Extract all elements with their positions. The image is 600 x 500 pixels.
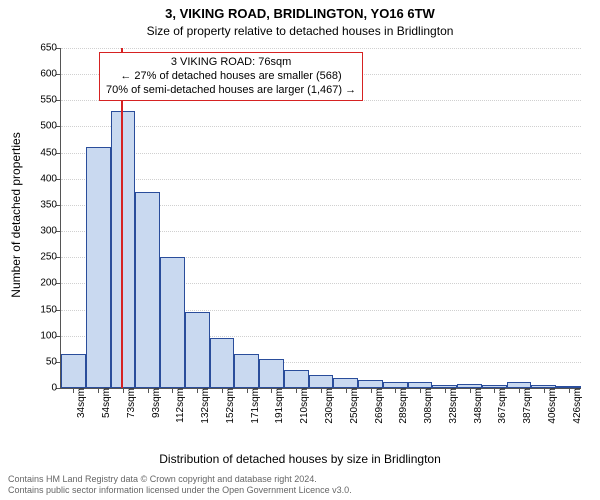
histogram-bar	[333, 378, 358, 388]
x-tick-mark	[544, 388, 545, 393]
x-tick-mark	[445, 388, 446, 393]
x-tick-label: 426sqm	[571, 388, 583, 424]
x-tick-label: 73sqm	[125, 388, 137, 418]
x-tick-mark	[519, 388, 520, 393]
x-tick-label: 406sqm	[546, 388, 558, 424]
x-tick-label: 387sqm	[521, 388, 533, 424]
annotation-line1: 3 VIKING ROAD: 76sqm	[106, 56, 356, 70]
x-tick-label: 250sqm	[348, 388, 360, 424]
x-tick-label: 191sqm	[273, 388, 285, 424]
x-tick-label: 367sqm	[496, 388, 508, 424]
footer-line2: Contains public sector information licen…	[8, 485, 352, 496]
x-tick-label: 230sqm	[323, 388, 335, 424]
x-tick-label: 34sqm	[75, 388, 87, 418]
y-tick-label: 0	[51, 383, 61, 394]
x-tick-label: 132sqm	[199, 388, 211, 424]
histogram-bar	[86, 147, 111, 388]
y-tick-label: 600	[40, 69, 61, 80]
chart-title-line1: 3, VIKING ROAD, BRIDLINGTON, YO16 6TW	[0, 6, 600, 21]
histogram-bar	[358, 380, 383, 388]
x-tick-label: 348sqm	[472, 388, 484, 424]
chart-title-line2: Size of property relative to detached ho…	[0, 24, 600, 38]
y-tick-label: 400	[40, 173, 61, 184]
x-tick-mark	[569, 388, 570, 393]
histogram-bar	[111, 111, 136, 388]
x-tick-label: 54sqm	[100, 388, 112, 418]
x-tick-label: 210sqm	[298, 388, 310, 424]
gridline	[61, 179, 581, 180]
y-tick-label: 550	[40, 95, 61, 106]
x-axis-label: Distribution of detached houses by size …	[0, 452, 600, 466]
x-tick-mark	[222, 388, 223, 393]
histogram-bar	[160, 257, 185, 388]
x-tick-label: 152sqm	[224, 388, 236, 424]
y-tick-label: 50	[46, 356, 61, 367]
x-tick-mark	[346, 388, 347, 393]
y-tick-label: 250	[40, 252, 61, 263]
annotation-line2: ← 27% of detached houses are smaller (56…	[106, 70, 356, 84]
histogram-bar	[210, 338, 235, 388]
histogram-bar	[185, 312, 210, 388]
x-tick-label: 289sqm	[397, 388, 409, 424]
x-tick-mark	[148, 388, 149, 393]
gridline	[61, 153, 581, 154]
x-tick-label: 93sqm	[150, 388, 162, 418]
annotation-box: 3 VIKING ROAD: 76sqm ← 27% of detached h…	[99, 52, 363, 101]
y-tick-label: 350	[40, 199, 61, 210]
x-tick-mark	[98, 388, 99, 393]
footer-line1: Contains HM Land Registry data © Crown c…	[8, 474, 352, 485]
x-tick-mark	[371, 388, 372, 393]
y-axis-label: Number of detached properties	[9, 45, 23, 385]
histogram-bar	[234, 354, 259, 388]
y-tick-label: 150	[40, 304, 61, 315]
y-tick-label: 650	[40, 43, 61, 54]
y-tick-label: 500	[40, 121, 61, 132]
histogram-bar	[259, 359, 284, 388]
x-tick-mark	[247, 388, 248, 393]
y-tick-label: 200	[40, 278, 61, 289]
x-tick-mark	[420, 388, 421, 393]
plot-area: 0501001502002503003504004505005506006503…	[60, 48, 581, 389]
x-tick-mark	[123, 388, 124, 393]
x-tick-mark	[321, 388, 322, 393]
y-tick-label: 100	[40, 330, 61, 341]
gridline	[61, 126, 581, 127]
footer-attribution: Contains HM Land Registry data © Crown c…	[8, 474, 352, 496]
x-tick-label: 112sqm	[174, 388, 186, 423]
annotation-line3: 70% of semi-detached houses are larger (…	[106, 84, 356, 98]
histogram-bar	[309, 375, 334, 388]
y-tick-label: 300	[40, 226, 61, 237]
x-tick-mark	[470, 388, 471, 393]
x-tick-label: 171sqm	[249, 388, 261, 424]
gridline	[61, 48, 581, 49]
x-tick-label: 269sqm	[373, 388, 385, 424]
histogram-bar	[61, 354, 86, 388]
histogram-bar	[284, 370, 309, 388]
y-tick-label: 450	[40, 147, 61, 158]
x-tick-label: 328sqm	[447, 388, 459, 424]
x-tick-label: 308sqm	[422, 388, 434, 424]
histogram-bar	[135, 192, 160, 388]
